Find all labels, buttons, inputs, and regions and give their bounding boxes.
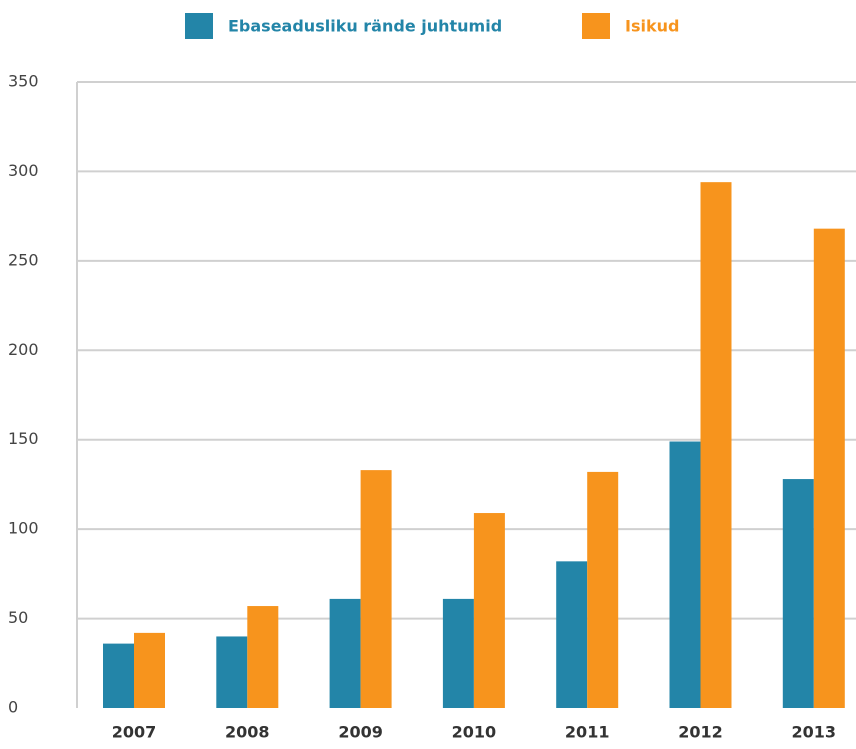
y-tick-label: 150 [8,429,39,448]
x-tick-label: 2013 [792,723,837,742]
x-tick-label: 2010 [452,723,497,742]
x-tick-label: 2011 [565,723,610,742]
x-tick-label: 2008 [225,723,270,742]
bar [813,228,845,709]
legend-label: Isikud [625,17,679,36]
y-tick-label: 0 [8,698,18,717]
y-tick-label: 250 [8,250,39,269]
y-tick-label: 350 [8,72,39,91]
bar [134,632,165,708]
y-tick-label: 100 [8,519,39,538]
bar [587,471,619,708]
x-tick-label: 2009 [338,723,383,742]
bar [329,598,361,708]
x-tick-label: 2007 [112,723,157,742]
bar [216,636,248,708]
bar [669,441,701,708]
bar [700,182,732,708]
legend-label: Ebaseadusliku rände juhtumid [228,17,502,36]
x-tick-label: 2012 [678,723,723,742]
bar [247,606,279,708]
y-tick-label: 50 [8,608,28,627]
bar [442,598,474,708]
y-tick-label: 200 [8,340,39,359]
bar [360,470,392,708]
y-tick-label: 300 [8,161,39,180]
bar [103,643,134,708]
legend-swatch [185,13,213,39]
bar [782,479,814,708]
bar [473,513,505,708]
legend-swatch [582,13,610,39]
bar [556,561,588,708]
